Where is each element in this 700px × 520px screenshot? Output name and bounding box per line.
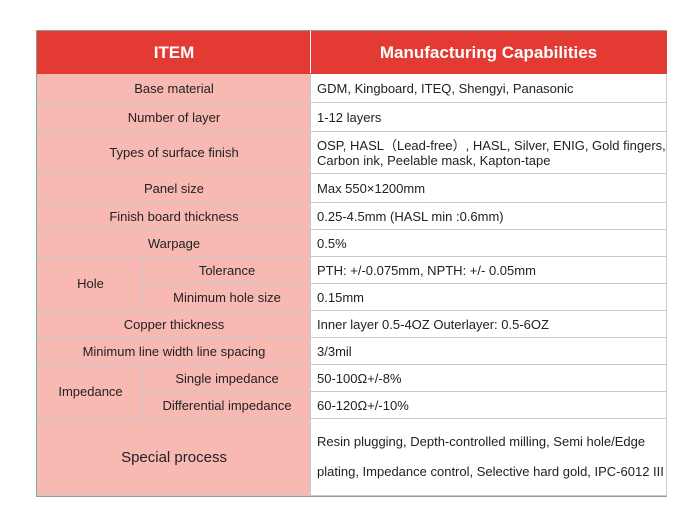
table-row-panel-size: Panel size Max 550×1200mm [36,173,668,203]
table-row-line-width: Minimum line width line spacing 3/3mil [36,337,668,365]
value-finish-thickness: 0.25-4.5mm (HASL min :0.6mm) [310,202,668,230]
value-special-process: Resin plugging, Depth-controlled milling… [310,418,668,496]
label-copper-thickness: Copper thickness [36,310,312,338]
value-copper-thickness: Inner layer 0.5-4OZ Outerlayer: 0.5-6OZ [310,310,668,338]
table-row-number-of-layer: Number of layer 1-12 layers [36,102,668,132]
label-line-width: Minimum line width line spacing [36,337,312,365]
value-surface-finish: OSP, HASL（Lead-free）, HASL, Silver, ENIG… [310,131,668,174]
value-line-width: 3/3mil [310,337,668,365]
value-number-of-layer: 1-12 layers [310,102,668,132]
value-base-material: GDM, Kingboard, ITEQ, Shengyi, Panasonic [310,73,668,103]
table-row-hole-tolerance: Hole Tolerance PTH: +/-0.075mm, NPTH: +/… [37,256,668,311]
value-special-process-line1: Resin plugging, Depth-controlled milling… [317,434,646,449]
label-impedance: Impedance [37,364,144,419]
value-single-impedance: 50-100Ω+/-8% [310,364,668,392]
table-header-row: ITEM Manufacturing Capabilities [36,31,668,74]
table-row-special-process: Special process Resin plugging, Depth-co… [36,418,668,496]
table-row-min-hole-size: Minimum hole size 0.15mm [38,283,668,311]
table-row-surface-finish: Types of surface finish OSP, HASL（Lead-f… [36,131,668,174]
value-differential-impedance: 60-120Ω+/-10% [310,391,668,419]
value-surface-finish-line2: Carbon ink, Peelable mask, Kapton-tape [317,152,551,168]
value-special-process-line2: plating, Impedance control, Selective ha… [317,464,664,479]
value-min-hole-size: 0.15mm [310,283,668,311]
value-surface-finish-line1: OSP, HASL（Lead-free）, HASL, Silver, ENIG… [317,137,666,153]
table-row-base-material: Base material GDM, Kingboard, ITEQ, Shen… [36,73,668,103]
label-min-hole-size: Minimum hole size [142,283,312,311]
value-warpage: 0.5% [310,229,668,257]
label-number-of-layer: Number of layer [36,102,312,132]
table-row-differential-impedance: Differential impedance 60-120Ω+/-10% [38,391,668,419]
label-base-material: Base material [36,73,312,103]
header-item: ITEM [36,31,312,74]
table-row-warpage: Warpage 0.5% [36,229,668,257]
capabilities-table: ITEM Manufacturing Capabilities Base mat… [36,31,668,496]
label-warpage: Warpage [36,229,312,257]
value-hole-tolerance: PTH: +/-0.075mm, NPTH: +/- 0.05mm [310,256,668,284]
label-special-process: Special process [36,418,312,496]
capabilities-table-container: ITEM Manufacturing Capabilities Base mat… [36,30,668,497]
label-differential-impedance: Differential impedance [142,391,312,419]
table-row-copper-thickness: Copper thickness Inner layer 0.5-4OZ Out… [36,310,668,338]
header-capabilities: Manufacturing Capabilities [310,31,668,74]
label-hole: Hole [37,256,144,311]
table-row-single-impedance: Impedance Single impedance 50-100Ω+/-8% [37,364,668,419]
label-finish-thickness: Finish board thickness [36,202,312,230]
label-panel-size: Panel size [36,173,312,203]
label-hole-tolerance: Tolerance [142,256,312,284]
table-row-finish-thickness: Finish board thickness 0.25-4.5mm (HASL … [36,202,668,230]
label-single-impedance: Single impedance [142,364,312,392]
value-panel-size: Max 550×1200mm [310,173,668,203]
label-surface-finish: Types of surface finish [36,131,312,174]
